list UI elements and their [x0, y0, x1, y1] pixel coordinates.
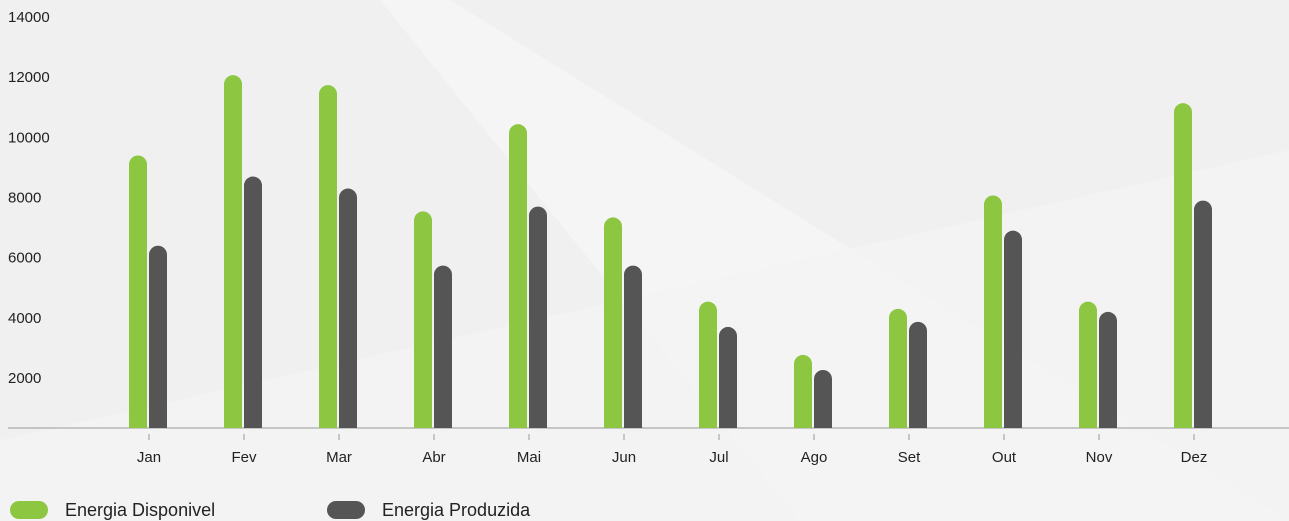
x-tick-label: Abr	[422, 449, 445, 466]
bar	[1079, 301, 1097, 428]
y-tick-label: 8000	[8, 189, 41, 206]
bar	[129, 155, 147, 428]
bar	[1174, 103, 1192, 429]
bar	[794, 354, 812, 428]
bar	[529, 206, 547, 428]
bar	[814, 369, 832, 428]
bar	[719, 326, 737, 428]
bar	[414, 211, 432, 428]
bar	[909, 321, 927, 428]
x-tick-label: Ago	[801, 449, 828, 466]
bar	[434, 265, 452, 428]
y-tick-label: 10000	[8, 129, 50, 146]
y-tick-label: 4000	[8, 310, 41, 327]
legend-swatch	[327, 501, 365, 519]
y-tick-label: 14000	[8, 9, 50, 26]
x-tick-label: Mai	[517, 449, 541, 466]
x-tick-label: Nov	[1086, 449, 1113, 466]
bar	[149, 245, 167, 428]
legend: Energia Disponivel Energia Produzida	[10, 500, 531, 520]
bar	[604, 217, 622, 428]
x-tick-label: Mar	[326, 449, 352, 466]
legend-label: Energia Produzida	[382, 500, 531, 520]
bar	[509, 124, 527, 428]
x-tick-label: Jul	[709, 449, 728, 466]
legend-swatch	[10, 501, 48, 519]
y-tick-label: 6000	[8, 250, 41, 267]
bar	[984, 195, 1002, 428]
bar	[339, 188, 357, 428]
bar	[699, 301, 717, 428]
y-tick-label: 12000	[8, 69, 50, 86]
bar	[624, 265, 642, 428]
bar	[1099, 311, 1117, 428]
x-tick-label: Dez	[1181, 449, 1208, 466]
y-tick-label: 2000	[8, 370, 41, 387]
x-tick-label: Set	[898, 449, 921, 466]
x-tick-label: Jun	[612, 449, 636, 466]
bar	[1194, 200, 1212, 428]
bar	[889, 308, 907, 428]
x-tick-label: Jan	[137, 449, 161, 466]
x-tick-label: Fev	[231, 449, 257, 466]
legend-label: Energia Disponivel	[65, 500, 215, 520]
bar	[244, 176, 262, 428]
bar	[224, 75, 242, 429]
x-tick-label: Out	[992, 449, 1017, 466]
bar	[1004, 230, 1022, 428]
bar	[319, 85, 337, 429]
